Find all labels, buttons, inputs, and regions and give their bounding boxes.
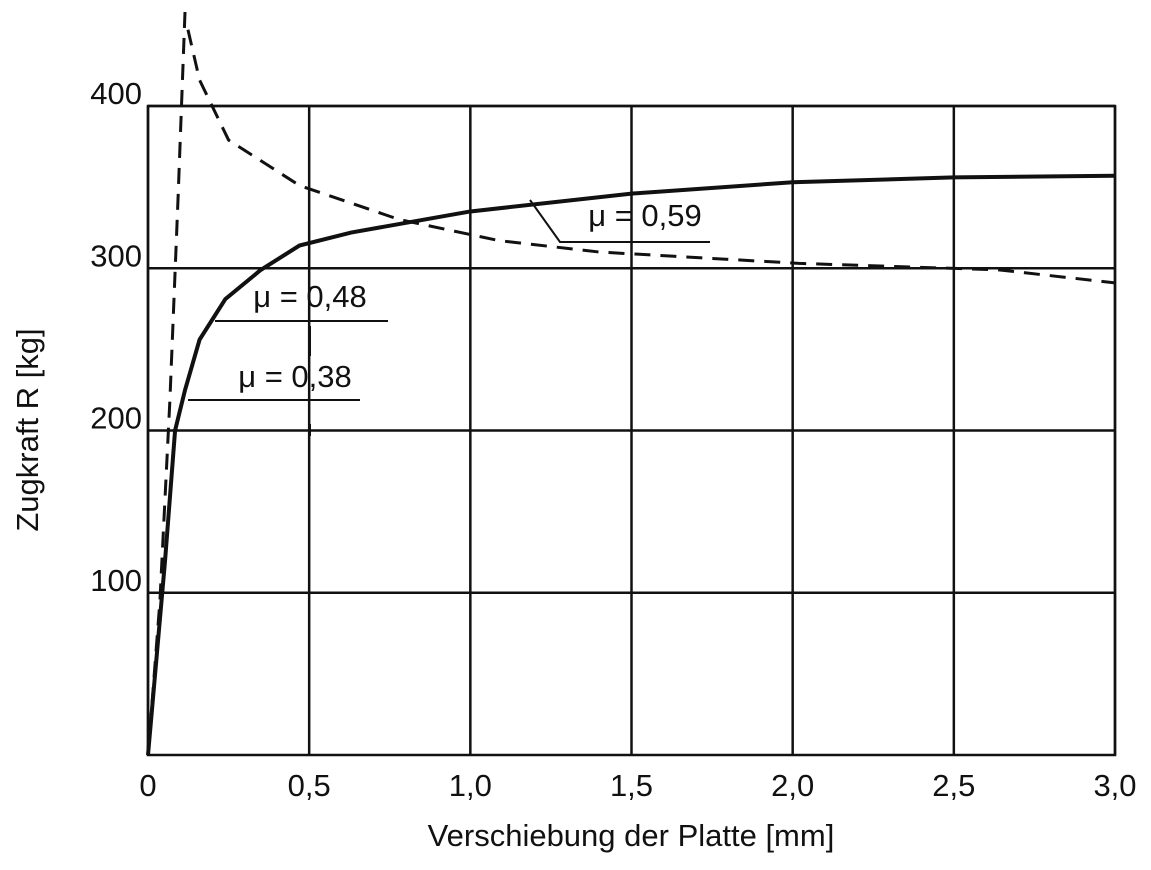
annotation: μ = 0,38: [238, 359, 352, 394]
data-line: [146, 173, 1116, 756]
y-tick-label: 100: [90, 563, 142, 598]
y-axis-label: Zugkraft R [kg]: [10, 328, 45, 531]
y-tick-label: 200: [90, 401, 142, 436]
x-tick-label: 1,5: [610, 768, 653, 803]
annotation: μ = 0,59: [588, 198, 702, 233]
plot-frame: [146, 104, 1117, 757]
x-tick-label: 0: [139, 768, 156, 803]
x-tick-label: 3,0: [1093, 768, 1136, 803]
x-tick-label: 1,0: [449, 768, 492, 803]
x-tick-label: 2,0: [771, 768, 814, 803]
x-tick-label: 0,5: [288, 768, 331, 803]
x-tick-label: 2,5: [932, 768, 975, 803]
x-axis-label: Verschiebung der Platte [mm]: [428, 818, 835, 853]
annotation-leader: [529, 199, 710, 243]
annotation: μ = 0,48: [253, 279, 367, 314]
y-tick-label: 400: [90, 76, 142, 111]
y-tick-label: 300: [90, 238, 142, 273]
data-line: [146, 10, 1116, 756]
